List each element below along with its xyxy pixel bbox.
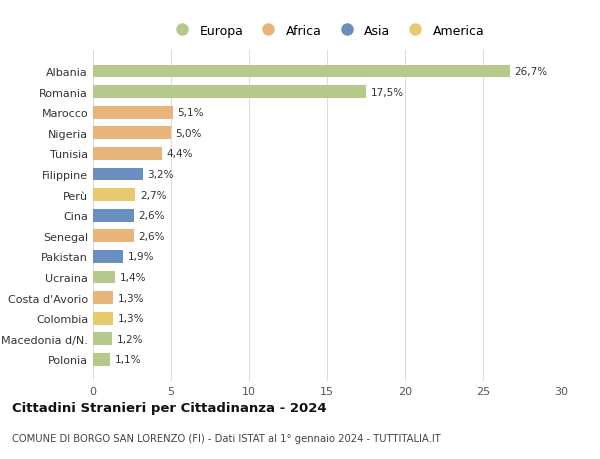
Bar [93, 148, 161, 161]
Text: 1,4%: 1,4% [119, 272, 146, 282]
Bar [93, 106, 173, 119]
Text: 17,5%: 17,5% [371, 88, 404, 97]
Text: 3,2%: 3,2% [148, 170, 174, 179]
Legend: Europa, Africa, Asia, America: Europa, Africa, Asia, America [169, 25, 485, 38]
Bar [93, 353, 110, 366]
Text: 1,2%: 1,2% [116, 334, 143, 344]
Text: 2,6%: 2,6% [138, 231, 165, 241]
Bar [93, 271, 115, 284]
Bar [93, 86, 366, 99]
Text: 26,7%: 26,7% [514, 67, 547, 77]
Text: 2,6%: 2,6% [138, 211, 165, 221]
Bar [93, 333, 112, 346]
Text: 2,7%: 2,7% [140, 190, 166, 200]
Bar [93, 168, 143, 181]
Bar [93, 312, 113, 325]
Text: 1,1%: 1,1% [115, 355, 142, 364]
Text: Cittadini Stranieri per Cittadinanza - 2024: Cittadini Stranieri per Cittadinanza - 2… [12, 401, 326, 414]
Text: COMUNE DI BORGO SAN LORENZO (FI) - Dati ISTAT al 1° gennaio 2024 - TUTTITALIA.IT: COMUNE DI BORGO SAN LORENZO (FI) - Dati … [12, 433, 441, 442]
Bar [93, 251, 122, 263]
Bar [93, 230, 134, 243]
Text: 1,3%: 1,3% [118, 293, 145, 303]
Bar [93, 209, 134, 222]
Bar [93, 291, 113, 304]
Bar [93, 66, 509, 78]
Bar [93, 127, 171, 140]
Text: 4,4%: 4,4% [166, 149, 193, 159]
Bar [93, 189, 135, 202]
Text: 1,3%: 1,3% [118, 313, 145, 324]
Text: 5,0%: 5,0% [176, 129, 202, 139]
Text: 5,1%: 5,1% [177, 108, 204, 118]
Text: 1,9%: 1,9% [127, 252, 154, 262]
